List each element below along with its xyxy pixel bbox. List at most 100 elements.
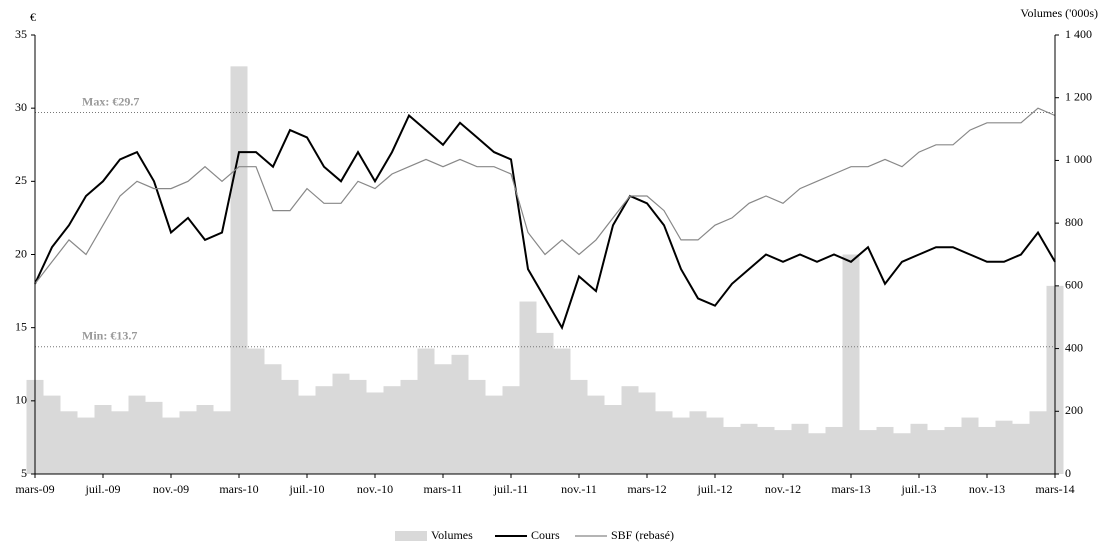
y-tick-label: 25 [15,173,27,187]
volume-bar [927,430,945,474]
x-tick-label: mars-11 [424,482,463,496]
volume-bar [94,405,112,474]
volume-bar [417,348,435,474]
volume-bar [145,401,163,474]
volume-bar [876,426,894,474]
volume-bar [706,417,724,474]
y-tick-label: 35 [15,27,27,41]
y2-tick-label: 1 000 [1065,152,1092,166]
volume-bar [502,386,520,474]
volume-bar [43,395,61,474]
y2-tick-label: 600 [1065,278,1083,292]
y-tick-label: 5 [21,466,27,480]
x-tick-label: juil.-10 [289,482,325,496]
series-line [34,107,1056,285]
x-tick-label: nov.-09 [153,482,189,496]
volume-bar [978,426,996,474]
volume-bar [723,426,741,474]
x-tick-label: nov.-13 [969,482,1005,496]
volume-bar [349,379,367,474]
legend-label: Cours [531,528,560,542]
x-tick-label: mars-09 [15,482,54,496]
x-tick-label: juil.-13 [901,482,937,496]
volume-bar [77,417,95,474]
x-tick-label: mars-12 [627,482,666,496]
volume-bar [1012,423,1030,474]
x-tick-label: juil.-09 [85,482,121,496]
annotation-label: Min: €13.7 [82,328,137,342]
volume-bar [893,433,911,474]
x-tick-label: mars-14 [1035,482,1074,496]
series-line [34,113,1056,331]
volume-bar [774,430,792,474]
volume-bar [825,426,843,474]
y-tick-label: 20 [15,246,27,260]
volume-bar [213,411,231,474]
y-tick-label: 15 [15,319,27,333]
volume-bar [587,395,605,474]
volume-bar [162,417,180,474]
volume-bar [791,423,809,474]
annotation-label: Max: €29.7 [82,94,139,108]
volume-bar [961,417,979,474]
volume-bar [128,395,146,474]
volume-bar [859,430,877,474]
y2-tick-label: 400 [1065,340,1083,354]
legend-swatch [395,531,427,541]
volume-bar [553,348,571,474]
volume-bar [298,395,316,474]
y2-tick-label: 800 [1065,215,1083,229]
volume-bar [485,395,503,474]
legend-label: SBF (rebasé) [611,528,674,542]
y-tick-label: 30 [15,100,27,114]
volume-bar [60,411,78,474]
volume-bar [468,379,486,474]
y-tick-label: 10 [15,393,27,407]
volume-bar [400,379,418,474]
y2-tick-label: 0 [1065,466,1071,480]
volume-bar [570,379,588,474]
x-tick-label: nov.-11 [561,482,597,496]
x-tick-label: juil.-11 [493,482,529,496]
volume-bar [995,420,1013,474]
y2-axis-label: Volumes ('000s) [1020,6,1098,20]
x-tick-label: nov.-10 [357,482,393,496]
volume-bar [366,392,384,474]
volume-bar [179,411,197,474]
y2-tick-label: 200 [1065,403,1083,417]
volume-bar [230,66,248,474]
volume-bar [332,373,350,474]
volume-bar [1029,411,1047,474]
y2-tick-label: 1 400 [1065,27,1092,41]
volume-bar [315,386,333,474]
volume-bar [383,386,401,474]
x-tick-label: mars-10 [219,482,258,496]
volume-bar [689,411,707,474]
volume-bar [808,433,826,474]
x-tick-label: nov.-12 [765,482,801,496]
volume-bar [281,379,299,474]
y-axis-label: € [30,10,36,24]
volume-bar [740,423,758,474]
y2-tick-label: 1 200 [1065,89,1092,103]
volume-bar [247,348,265,474]
legend-label: Volumes [431,528,473,542]
volume-bar [638,392,656,474]
volume-bar [519,301,537,474]
volume-bar [757,426,775,474]
volume-bar [434,364,452,474]
volume-bar [944,426,962,474]
volume-bar [536,332,554,474]
volume-bar [621,386,639,474]
volume-bar [264,364,282,474]
volume-bar [451,354,469,474]
volume-bar [842,254,860,474]
volume-bar [604,405,622,474]
volume-bar [910,423,928,474]
volume-bar [111,411,129,474]
volume-bar [672,417,690,474]
x-tick-label: mars-13 [831,482,870,496]
volume-bar [655,411,673,474]
x-tick-label: juil.-12 [697,482,733,496]
